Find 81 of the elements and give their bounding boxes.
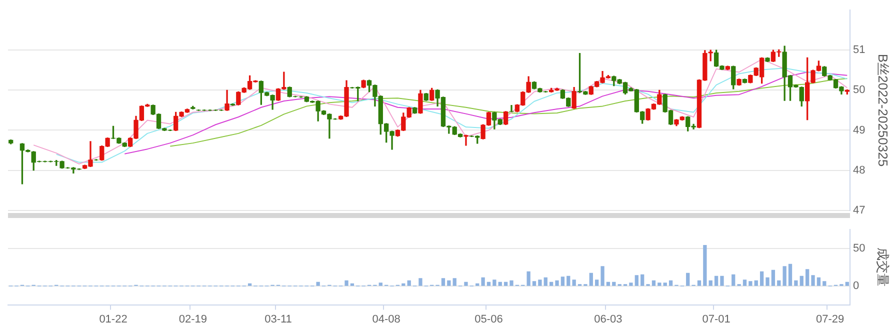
bar	[629, 282, 633, 286]
bar	[447, 280, 451, 286]
y-tick-label: 51	[853, 44, 866, 56]
bar	[504, 282, 508, 286]
bar	[652, 280, 656, 286]
x-tick-label: 07-01	[702, 313, 730, 326]
candlestick	[503, 111, 508, 125]
bar	[754, 280, 758, 286]
bar	[732, 274, 736, 286]
x-tick-label: 03-11	[264, 313, 292, 326]
bar	[402, 283, 406, 286]
y-tick-label: 0	[853, 280, 860, 292]
bar	[486, 282, 491, 286]
y-tick-label: 49	[853, 124, 866, 136]
bar	[538, 280, 542, 286]
y-axis-title: 成交量	[876, 248, 891, 287]
bar	[714, 276, 718, 286]
bar	[720, 276, 724, 286]
bar	[606, 282, 610, 286]
bar	[811, 275, 815, 286]
bar	[464, 282, 468, 286]
bar	[800, 276, 804, 286]
x-tick-label: 05-06	[474, 313, 503, 326]
bar	[634, 275, 638, 286]
bar	[544, 277, 548, 286]
bar	[498, 282, 502, 286]
bar	[697, 280, 702, 286]
y-tick-label: 48	[853, 164, 866, 176]
bar	[748, 281, 752, 286]
bar	[658, 282, 662, 286]
bar	[600, 266, 604, 286]
bar	[560, 276, 565, 286]
bar	[316, 282, 320, 286]
y-tick-label: 50	[853, 242, 866, 254]
bar	[708, 280, 712, 286]
bar	[640, 274, 644, 286]
bar	[452, 278, 456, 286]
x-tick-label: 01-22	[99, 313, 128, 326]
bar	[481, 277, 485, 286]
bar	[806, 269, 810, 286]
bar	[532, 281, 536, 286]
bar	[344, 280, 348, 286]
bar	[612, 282, 616, 286]
bar	[782, 266, 786, 286]
bar	[378, 282, 382, 286]
bar	[510, 280, 514, 286]
bar	[555, 280, 559, 286]
bar	[350, 283, 354, 286]
bar	[248, 283, 252, 286]
bar	[845, 282, 849, 286]
x-tick-label: 07-29	[816, 313, 844, 326]
bar	[788, 264, 792, 286]
bar	[822, 281, 826, 286]
y-tick-label: 50	[853, 84, 866, 96]
bar	[686, 272, 690, 286]
bar	[703, 245, 707, 286]
bar	[771, 270, 776, 286]
bar	[760, 271, 764, 286]
bar	[418, 278, 422, 286]
bar	[566, 276, 570, 286]
x-tick-label: 06-03	[594, 313, 622, 326]
y-tick-label: 47	[853, 204, 866, 216]
bar	[766, 277, 770, 286]
bar	[526, 271, 530, 286]
bar	[794, 280, 798, 286]
x-tick-label: 02-19	[178, 313, 207, 326]
bar	[549, 282, 554, 286]
bar	[816, 277, 821, 286]
bar	[742, 280, 747, 286]
bar	[476, 283, 480, 286]
bar	[407, 280, 411, 286]
bar	[663, 282, 667, 286]
bar	[595, 280, 599, 286]
bar	[441, 278, 446, 286]
x-tick-label: 04-08	[372, 313, 400, 326]
y-axis-title: B丝2022-20250325	[876, 54, 891, 167]
bar	[492, 280, 496, 286]
bar	[572, 280, 576, 286]
bar	[777, 280, 781, 286]
bar	[668, 280, 673, 286]
bar	[589, 272, 593, 286]
